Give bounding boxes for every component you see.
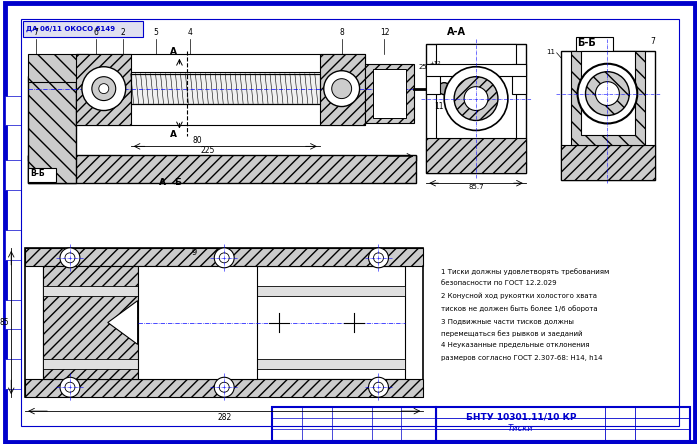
- Bar: [365, 64, 414, 123]
- Bar: [25, 248, 423, 397]
- Bar: [137, 266, 257, 379]
- Text: размеров согласно ГОСТ 2.307-68: H14, h14: размеров согласно ГОСТ 2.307-68: H14, h1…: [441, 355, 603, 361]
- Text: 8: 8: [339, 28, 344, 37]
- Bar: [571, 51, 645, 146]
- Circle shape: [444, 67, 508, 130]
- Circle shape: [585, 72, 629, 116]
- Circle shape: [578, 64, 637, 123]
- Bar: [76, 54, 365, 72]
- Circle shape: [323, 71, 360, 106]
- Text: A: A: [170, 130, 177, 139]
- Circle shape: [464, 87, 488, 110]
- Bar: [6, 360, 21, 389]
- Text: 3 Подвижные части тисков должны: 3 Подвижные части тисков должны: [441, 318, 574, 324]
- Circle shape: [92, 77, 116, 101]
- Circle shape: [454, 77, 498, 121]
- Bar: [23, 21, 143, 37]
- Bar: [76, 54, 130, 125]
- Text: A: A: [159, 178, 166, 187]
- Bar: [427, 138, 526, 173]
- Text: 7: 7: [33, 28, 38, 37]
- Bar: [6, 96, 21, 125]
- Bar: [427, 64, 526, 76]
- Text: безопасности по ГОСТ 12.2.029: безопасности по ГОСТ 12.2.029: [441, 280, 557, 286]
- Circle shape: [332, 79, 351, 99]
- Text: 225: 225: [200, 146, 215, 155]
- Bar: [76, 74, 365, 104]
- Circle shape: [82, 67, 125, 110]
- Bar: [581, 51, 635, 135]
- Bar: [28, 76, 76, 183]
- Bar: [6, 230, 21, 260]
- Bar: [427, 44, 526, 173]
- Circle shape: [369, 377, 388, 397]
- Circle shape: [99, 84, 109, 93]
- Text: 5: 5: [153, 28, 158, 37]
- Circle shape: [438, 83, 450, 95]
- Text: перемещаться без рывков и заеданий: перемещаться без рывков и заеданий: [441, 330, 583, 337]
- Bar: [512, 64, 526, 93]
- Bar: [43, 286, 406, 295]
- Bar: [436, 407, 690, 441]
- Bar: [43, 266, 406, 379]
- Circle shape: [214, 248, 234, 268]
- Bar: [436, 44, 516, 138]
- Text: тисков не должен быть более 1/6 оборота: тисков не должен быть более 1/6 оборота: [441, 305, 598, 312]
- Text: A-A: A-A: [447, 27, 466, 37]
- Bar: [560, 51, 655, 180]
- Text: 9: 9: [192, 248, 197, 257]
- Circle shape: [60, 377, 80, 397]
- Bar: [372, 69, 406, 118]
- Bar: [25, 379, 423, 397]
- Text: В-Б: В-Б: [30, 169, 45, 178]
- Text: Б: Б: [174, 178, 181, 187]
- Bar: [28, 155, 416, 183]
- Circle shape: [60, 248, 80, 268]
- Text: 85: 85: [0, 318, 9, 327]
- Bar: [6, 299, 21, 329]
- Text: БНТУ 10301.11/10 КР: БНТУ 10301.11/10 КР: [466, 412, 576, 421]
- Text: 2: 2: [121, 28, 125, 37]
- Bar: [25, 248, 423, 266]
- Bar: [6, 160, 21, 190]
- Text: 11: 11: [434, 102, 444, 111]
- Circle shape: [214, 377, 234, 397]
- Text: ДА 06/11 ОКОСО 6149: ДА 06/11 ОКОСО 6149: [26, 26, 115, 32]
- Text: A: A: [170, 47, 177, 56]
- Text: 282: 282: [217, 413, 231, 422]
- Text: 11: 11: [546, 49, 556, 55]
- Text: 6: 6: [93, 28, 98, 37]
- Text: 25: 25: [418, 64, 427, 70]
- Bar: [320, 54, 365, 125]
- Text: 80: 80: [192, 136, 202, 146]
- Text: 2 Конусной ход рукоятки холостого хвата: 2 Конусной ход рукоятки холостого хвата: [441, 293, 597, 299]
- Bar: [28, 168, 56, 182]
- Polygon shape: [108, 301, 137, 344]
- Text: Тиски: Тиски: [508, 424, 534, 433]
- Bar: [560, 146, 655, 180]
- Bar: [576, 37, 613, 51]
- Bar: [427, 64, 441, 93]
- Text: 12: 12: [380, 28, 389, 37]
- Text: +12: +12: [429, 61, 441, 66]
- Text: 4 Неуказанные предельные отклонения: 4 Неуказанные предельные отклонения: [441, 343, 590, 348]
- Bar: [43, 360, 406, 369]
- Text: 4: 4: [188, 28, 193, 37]
- Text: Б-Б: Б-Б: [578, 38, 597, 48]
- Circle shape: [369, 248, 388, 268]
- Text: 85.7: 85.7: [468, 184, 484, 190]
- Text: 7: 7: [650, 37, 655, 46]
- Bar: [43, 266, 137, 379]
- Circle shape: [595, 82, 620, 105]
- Bar: [76, 104, 365, 125]
- Bar: [130, 74, 320, 104]
- Bar: [28, 54, 88, 82]
- Bar: [272, 407, 436, 441]
- Text: 1 Тиски должны удовлетворять требованиям: 1 Тиски должны удовлетворять требованиям: [441, 268, 609, 275]
